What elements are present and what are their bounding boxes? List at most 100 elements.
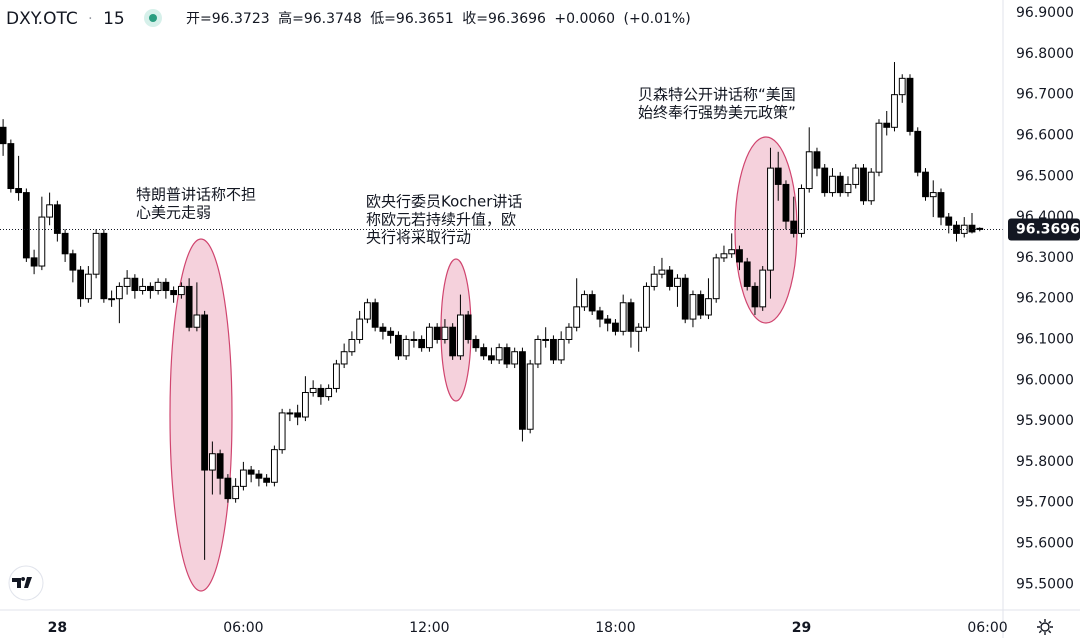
candle-body [457,314,464,357]
candle-body [100,232,108,300]
candle-body [247,469,255,475]
candle-body [433,326,441,340]
candle-body [379,326,387,332]
ohlc: 开=96.3723 高=96.3748 低=96.3651 收=96.3696 … [186,10,691,27]
header: DXY.OTC · 15 [6,9,125,29]
ohlc-label: 高= [278,10,304,27]
candle-body [472,338,480,349]
candle-body [263,477,271,483]
candle-body [937,192,945,218]
candle-body [619,302,627,332]
candle-body [363,302,371,320]
candle-body [371,302,379,328]
y-tick-label: 96.6000 [1016,127,1074,143]
last-price-box [1008,218,1080,241]
candle-body [162,281,170,292]
x-tick-label: 12:00 [409,620,449,636]
ticks: 96.900096.800096.700096.600096.500096.40… [48,5,1080,636]
candle-body [278,412,286,451]
candle-body [550,338,557,361]
candle-body [774,167,782,185]
gear-hub [1040,622,1050,632]
y-tick-label: 96.1000 [1016,331,1074,347]
candle-body [526,363,534,430]
separator-dot: · [88,11,92,27]
annotation-line: 始终奉行强势美元政策” [638,104,796,122]
annotation-line: 央行将采取行动 [366,229,471,247]
candle-body [309,387,317,394]
candle-body [92,232,100,275]
candle-body [115,285,123,300]
candle-body [681,277,689,320]
y-tick-label: 96.9000 [1016,5,1074,21]
candle-body [46,204,54,218]
change: +0.0060 [554,11,615,27]
candle-body [395,334,402,357]
candle-body [782,183,790,222]
candle-body [976,227,984,230]
candle-body [945,216,953,226]
candle-body [286,412,294,415]
candle-body [0,126,7,145]
candle-body [146,285,154,292]
candle-body [177,285,185,296]
candle-body [480,347,488,357]
symbol: DXY.OTC [6,9,78,29]
annotation-line: 贝森特公开讲话称“美国 [638,86,796,104]
candle-body [588,294,596,312]
candle-body [519,351,526,430]
candle-body [743,261,751,287]
annotation-line: 心美元走弱 [136,204,211,222]
y-tick-label: 96.8000 [1016,46,1074,62]
candle-body [860,167,867,202]
candle-body [627,302,635,332]
candle-body [728,249,736,255]
candle-body [38,216,46,267]
candle-body [798,188,805,234]
candle-body [348,338,356,353]
settings-icon[interactable] [1037,619,1053,635]
x-tick-label: 06:00 [967,620,1007,636]
y-tick-label: 95.5000 [1016,576,1074,592]
candle-body [201,314,209,471]
y-tick-label: 95.6000 [1016,535,1074,551]
candle-body [449,326,457,357]
candle-body [767,167,774,271]
candle-body [891,94,898,128]
annotation-line: 特朗普讲话称不担 [136,186,256,204]
candle-body [968,224,976,233]
ohlc-value: 96.3651 [396,11,454,27]
y-tick-label: 96.5000 [1016,168,1074,184]
annotation-line: 欧央行委员Kocher讲话 [366,193,522,211]
candle-body [30,257,38,267]
candle-body [441,326,449,340]
candle-body [53,204,61,234]
y-tick-label: 96.3000 [1016,250,1074,266]
candle-body [193,314,201,328]
candle-body [751,285,759,308]
candle-body [596,310,604,320]
last-price-label: 96.3696 [1016,221,1080,237]
candle-body [301,392,309,418]
candle-body [123,277,131,287]
candle-body [170,290,178,296]
candle-body [635,326,643,332]
status-dot [149,14,157,22]
candle-body [332,363,340,389]
candle-body [7,143,15,190]
candle-body [464,314,472,340]
candle-body [69,253,77,271]
candle-body [317,387,325,398]
candle-body [898,77,906,96]
candle-body [960,224,968,234]
x-tick-label: 06:00 [223,620,263,636]
ohlc-label: 收= [462,11,488,27]
candle-body [503,347,511,365]
candle-body [821,167,829,194]
candle-body [565,326,573,340]
candle-body [410,338,418,341]
annotation: 特朗普讲话称不担 心美元走弱 [136,186,256,222]
candle-body [759,269,767,308]
candle-body [836,175,844,194]
